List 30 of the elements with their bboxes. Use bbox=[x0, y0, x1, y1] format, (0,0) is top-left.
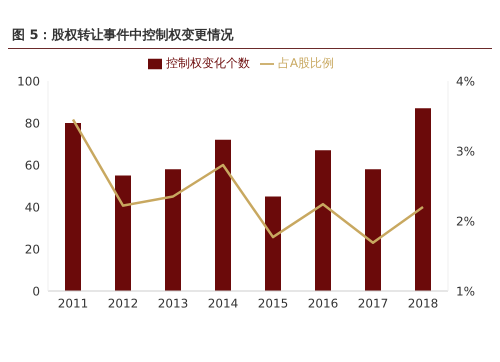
y2-tick-label: 4% bbox=[456, 74, 476, 88]
x-tick-label: 2015 bbox=[258, 296, 288, 311]
bar bbox=[415, 108, 431, 291]
x-tick-label: 2016 bbox=[308, 296, 338, 311]
bar bbox=[215, 140, 231, 291]
legend-label: 占A股比例 bbox=[278, 56, 334, 70]
y-tick-label: 100 bbox=[17, 74, 40, 88]
y-tick-label: 40 bbox=[24, 200, 40, 214]
chart-title: 图 5：股权转让事件中控制权变更情况 bbox=[8, 8, 492, 49]
line-series bbox=[72, 118, 424, 244]
x-tick-label: 2018 bbox=[408, 296, 438, 311]
y-tick-label: 20 bbox=[24, 242, 40, 256]
y2-tick-label: 3% bbox=[456, 144, 476, 158]
y2-tick-label: 2% bbox=[456, 214, 476, 228]
bar bbox=[265, 196, 281, 291]
bar bbox=[65, 123, 81, 291]
bar bbox=[315, 150, 331, 291]
x-tick-label: 2017 bbox=[358, 296, 388, 311]
bar bbox=[365, 169, 381, 291]
y2-tick-label: 1% bbox=[456, 284, 476, 298]
bar bbox=[115, 176, 131, 291]
bar bbox=[165, 169, 181, 291]
y-tick-label: 60 bbox=[24, 158, 40, 172]
y-tick-label: 80 bbox=[24, 116, 40, 130]
x-tick-label: 2012 bbox=[108, 296, 138, 311]
x-tick-label: 2014 bbox=[208, 296, 238, 311]
y-tick-label: 0 bbox=[32, 284, 40, 298]
legend-label: 控制权变化个数 bbox=[166, 56, 250, 70]
x-tick-label: 2011 bbox=[58, 296, 88, 311]
x-tick-label: 2013 bbox=[158, 296, 188, 311]
